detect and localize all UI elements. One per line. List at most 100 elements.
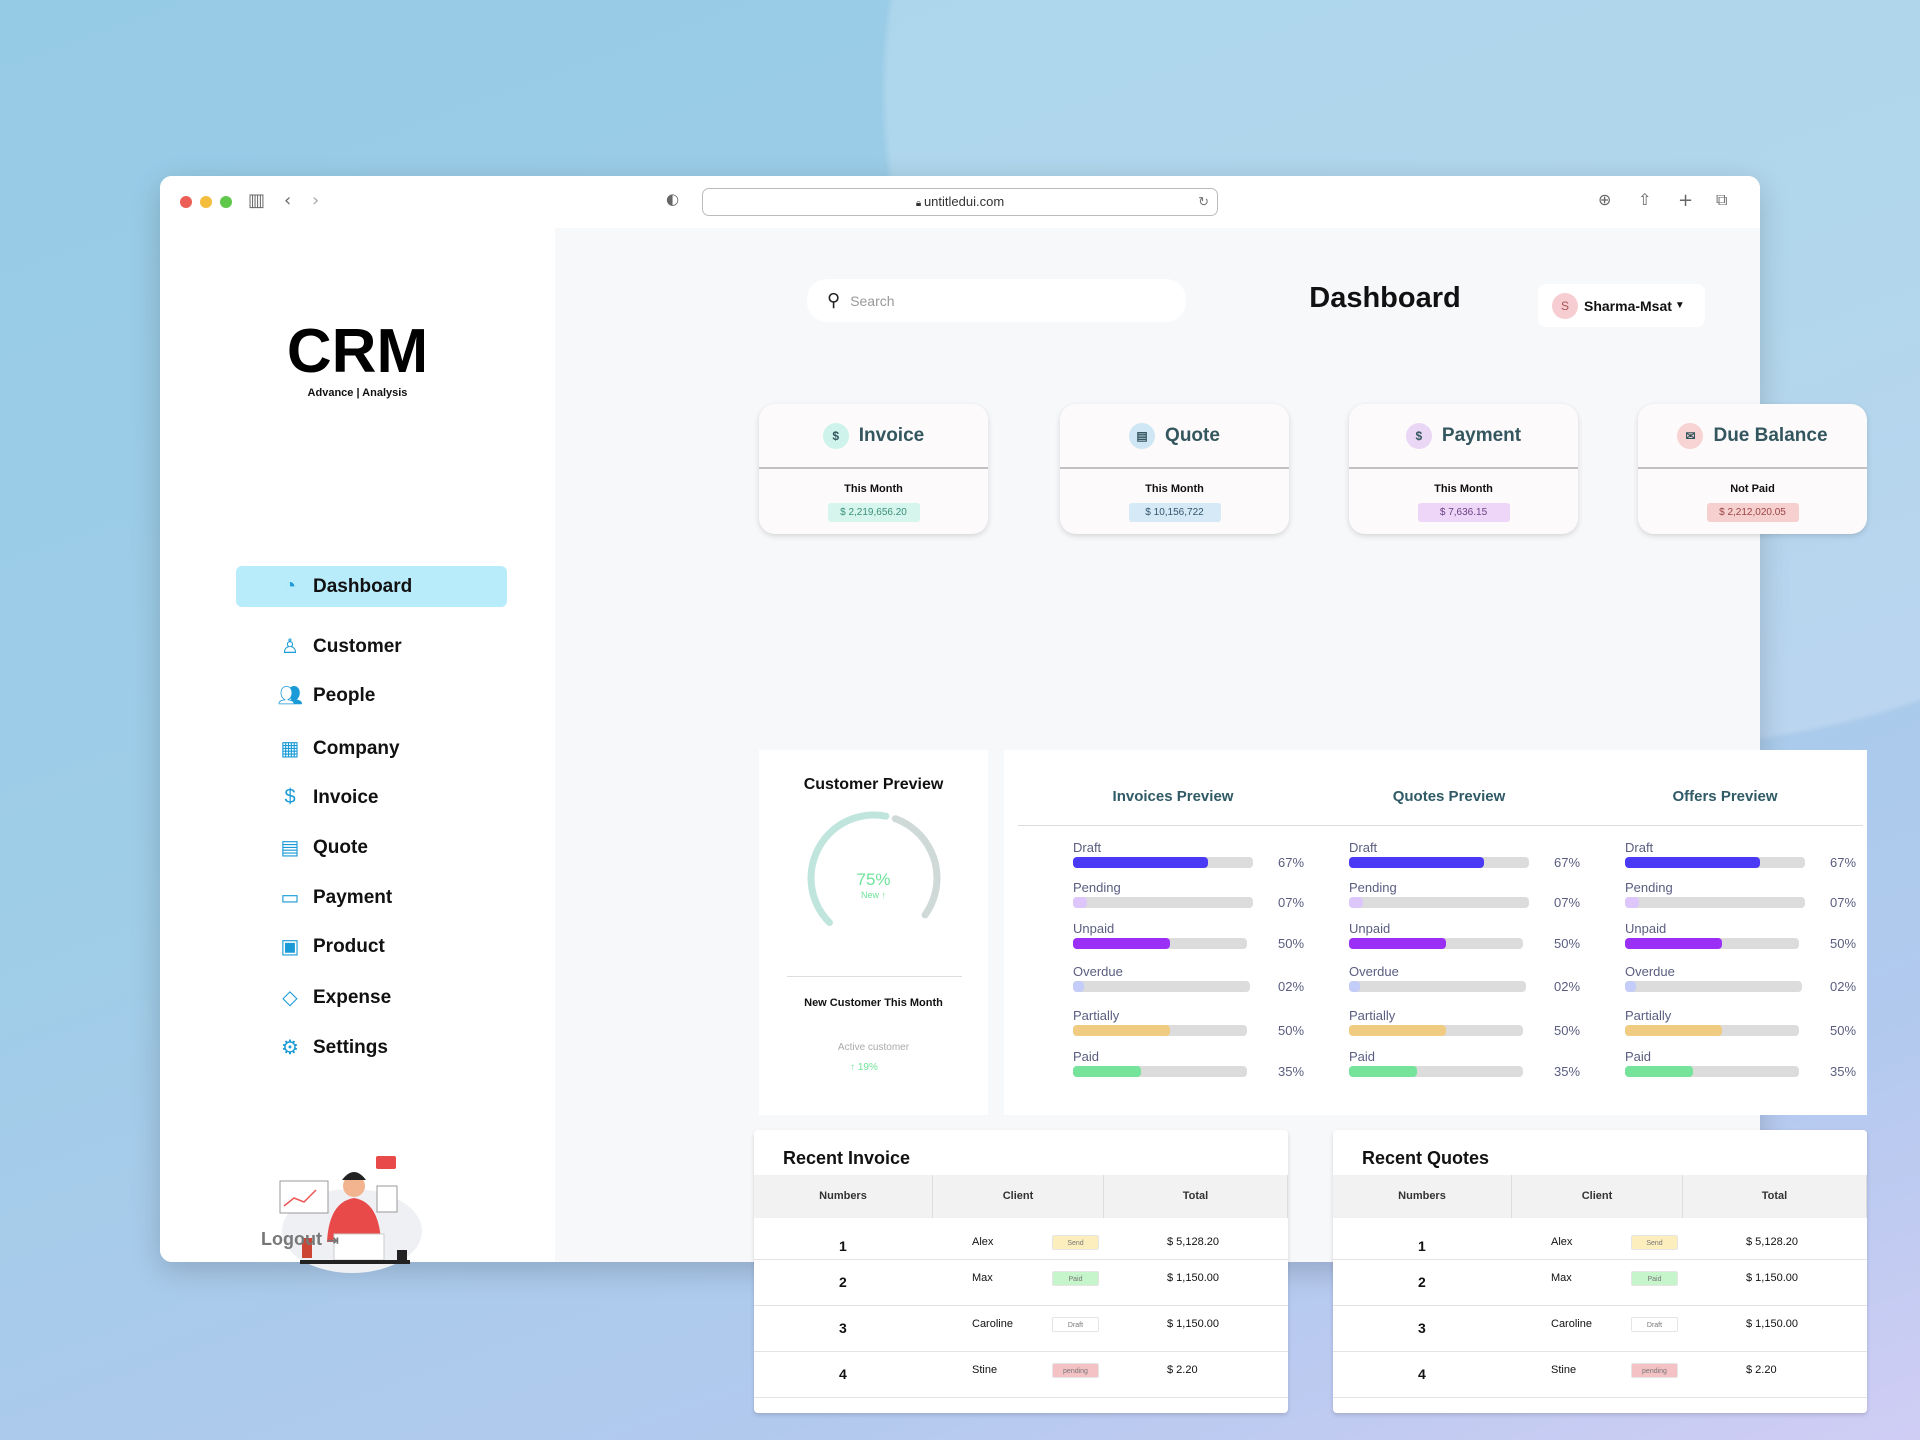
close-window-button[interactable] [180, 196, 192, 208]
progress-percent: 07% [1554, 895, 1581, 910]
table-row[interactable]: 1 Alex Send $ 5,128.20 [1333, 1218, 1867, 1260]
new-tab-icon[interactable]: + [1678, 190, 1694, 211]
gauge-percent: 75% [856, 870, 891, 889]
progress-label: Overdue [1349, 964, 1399, 979]
document-icon: ▤ [280, 837, 300, 859]
sidebar-item-label: Quote [313, 836, 368, 858]
column-header[interactable]: Client [1512, 1175, 1683, 1218]
invoice-icon: $ [284, 786, 296, 808]
sidebar-item-company[interactable]: ▦ Company [236, 728, 507, 769]
sidebar-item-expense[interactable]: ◇ Expense [236, 977, 507, 1018]
column-header[interactable]: Total [1683, 1175, 1867, 1218]
table-row[interactable]: 4 Stine pending $ 2.20 [1333, 1352, 1867, 1398]
card-header: ▤ Quote [1060, 404, 1289, 469]
progress-fill [1625, 857, 1761, 868]
illustration [272, 1156, 429, 1278]
forward-icon[interactable]: › [312, 190, 320, 211]
back-icon[interactable]: ‹ [284, 190, 292, 211]
sidebar-item-people[interactable]: 👥︎ People [236, 675, 507, 716]
tabs-overview-icon[interactable]: ⧉ [1716, 190, 1728, 209]
progress-percent: 67% [1278, 855, 1305, 870]
progress-percent: 07% [1278, 895, 1305, 910]
preview-title: Offers Preview [1672, 788, 1778, 805]
sidebar-item-label: Payment [313, 886, 393, 908]
summary-card-invoice[interactable]: $ Invoice This Month $ 2,219,656.20 [759, 404, 988, 534]
progress-fill [1349, 938, 1447, 949]
summary-card-quote[interactable]: ▤ Quote This Month $ 10,156,722 [1060, 404, 1289, 534]
sidebar-item-customer[interactable]: ♙ Customer [236, 626, 507, 667]
maximize-window-button[interactable] [220, 196, 232, 208]
card-header: $ Invoice [759, 404, 988, 469]
column-header[interactable]: Client [933, 1175, 1104, 1218]
row-number: 1 [1418, 1238, 1426, 1254]
new-customer-caption: New Customer This Month [804, 997, 943, 1009]
download-icon[interactable]: ⊕ [1598, 190, 1612, 209]
table-row[interactable]: 2 Max Paid $ 1,150.00 [754, 1260, 1288, 1306]
sidebar-item-payment[interactable]: ▭ Payment [236, 877, 507, 918]
progress-percent: 50% [1830, 1023, 1857, 1038]
minimize-window-button[interactable] [200, 196, 212, 208]
progress-bar [1625, 897, 1805, 908]
share-icon[interactable]: ⇧ [1638, 190, 1652, 209]
table-row[interactable]: 4 Stine pending $ 2.20 [754, 1352, 1288, 1398]
progress-percent: 50% [1830, 936, 1857, 951]
logout-button[interactable]: Logout ⇥ [261, 1229, 339, 1250]
progress-bar [1073, 1025, 1247, 1036]
table-row[interactable]: 1 Alex Send $ 5,128.20 [754, 1218, 1288, 1260]
progress-fill [1073, 938, 1171, 949]
row-number: 4 [839, 1366, 847, 1382]
sidebar-item-invoice[interactable]: $ Invoice [236, 777, 507, 818]
table-title: Recent Quotes [1362, 1148, 1490, 1168]
card-title: Invoice [858, 424, 925, 446]
progress-bar [1625, 1066, 1799, 1077]
status-badge: Draft [1052, 1317, 1099, 1332]
dashboard-icon: ◔ [283, 575, 297, 597]
row-client: Alex [1551, 1236, 1573, 1248]
progress-label: Draft [1349, 840, 1378, 855]
logo: CRM [286, 317, 429, 386]
card-value: $ 2,212,020.05 [1706, 503, 1799, 522]
reload-icon[interactable]: ↻ [1198, 194, 1209, 209]
chevron-down-icon: ▼ [1674, 300, 1685, 311]
card-header: ✉ Due Balance [1638, 404, 1867, 469]
table-row[interactable]: 2 Max Paid $ 1,150.00 [1333, 1260, 1867, 1306]
divider [1018, 825, 1863, 826]
column-header[interactable]: Numbers [754, 1175, 933, 1218]
sidebar-item-quote[interactable]: ▤ Quote [236, 827, 507, 868]
user-name: Sharma-Msat [1584, 297, 1672, 314]
column-header[interactable]: Numbers [1333, 1175, 1512, 1218]
progress-bar [1073, 857, 1253, 868]
sidebar-item-label: People [313, 684, 376, 706]
table-row[interactable]: 3 Caroline Draft $ 1,150.00 [754, 1306, 1288, 1352]
summary-card-due-balance[interactable]: ✉ Due Balance Not Paid $ 2,212,020.05 [1638, 404, 1867, 534]
progress-percent: 35% [1830, 1064, 1857, 1079]
shield-icon[interactable]: ◐ [666, 190, 680, 208]
table-row[interactable]: 3 Caroline Draft $ 1,150.00 [1333, 1306, 1867, 1352]
progress-label: Draft [1625, 840, 1654, 855]
sidebar-item-settings[interactable]: ⚙ Settings [236, 1027, 507, 1068]
progress-percent: 50% [1554, 936, 1581, 951]
summary-card-payment[interactable]: $ Payment This Month $ 7,636.15 [1349, 404, 1578, 534]
row-client: Caroline [1551, 1318, 1592, 1330]
card-header: $ Payment [1349, 404, 1578, 469]
progress-bar [1625, 1025, 1799, 1036]
user-menu[interactable]: S Sharma-Msat ▼ [1538, 284, 1705, 327]
invoice-icon: $ [822, 422, 849, 449]
column-header[interactable]: Total [1104, 1175, 1288, 1218]
status-badge: pending [1052, 1363, 1099, 1378]
address-bar[interactable]: 🔒︎ untitledui.com ↻ [702, 188, 1218, 216]
card-value: $ 7,636.15 [1417, 503, 1510, 522]
progress-fill [1073, 857, 1209, 868]
progress-label: Pending [1073, 880, 1121, 895]
user-icon: ♙ [281, 636, 299, 658]
row-total: $ 1,150.00 [1167, 1318, 1219, 1330]
progress-label: Draft [1073, 840, 1102, 855]
sidebar-item-label: Dashboard [313, 575, 413, 597]
sidebar-item-product[interactable]: ▣ Product [236, 926, 507, 967]
sidebar-toggle-icon[interactable]: ▥ [248, 190, 266, 211]
search-input[interactable]: ⚲ Search [807, 279, 1186, 322]
sidebar-item-dashboard[interactable]: ◔ Dashboard [236, 566, 507, 607]
progress-fill [1073, 1066, 1142, 1077]
progress-fill [1625, 981, 1636, 992]
status-badge: Draft [1631, 1317, 1678, 1332]
